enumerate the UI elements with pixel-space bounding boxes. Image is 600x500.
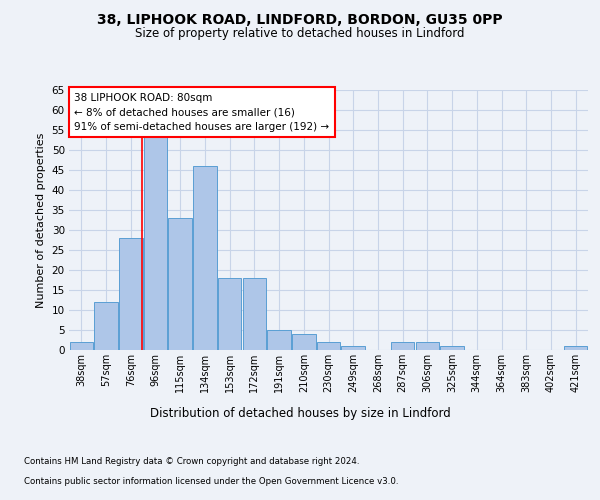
Text: 38, LIPHOOK ROAD, LINDFORD, BORDON, GU35 0PP: 38, LIPHOOK ROAD, LINDFORD, BORDON, GU35…: [97, 12, 503, 26]
Text: Contains public sector information licensed under the Open Government Licence v3: Contains public sector information licen…: [24, 478, 398, 486]
Bar: [268, 330, 291, 350]
Bar: [341, 346, 365, 350]
Text: Contains HM Land Registry data © Crown copyright and database right 2024.: Contains HM Land Registry data © Crown c…: [24, 458, 359, 466]
Bar: [144, 134, 167, 350]
Bar: [391, 342, 415, 350]
Bar: [169, 218, 192, 350]
Text: Distribution of detached houses by size in Lindford: Distribution of detached houses by size …: [149, 408, 451, 420]
Bar: [416, 342, 439, 350]
Bar: [292, 334, 316, 350]
Bar: [94, 302, 118, 350]
Text: Size of property relative to detached houses in Lindford: Size of property relative to detached ho…: [135, 28, 465, 40]
Text: 38 LIPHOOK ROAD: 80sqm
← 8% of detached houses are smaller (16)
91% of semi-deta: 38 LIPHOOK ROAD: 80sqm ← 8% of detached …: [74, 92, 329, 132]
Bar: [119, 238, 143, 350]
Bar: [70, 342, 93, 350]
Bar: [564, 346, 587, 350]
Bar: [317, 342, 340, 350]
Bar: [242, 278, 266, 350]
Bar: [193, 166, 217, 350]
Y-axis label: Number of detached properties: Number of detached properties: [36, 132, 46, 308]
Bar: [440, 346, 464, 350]
Bar: [218, 278, 241, 350]
